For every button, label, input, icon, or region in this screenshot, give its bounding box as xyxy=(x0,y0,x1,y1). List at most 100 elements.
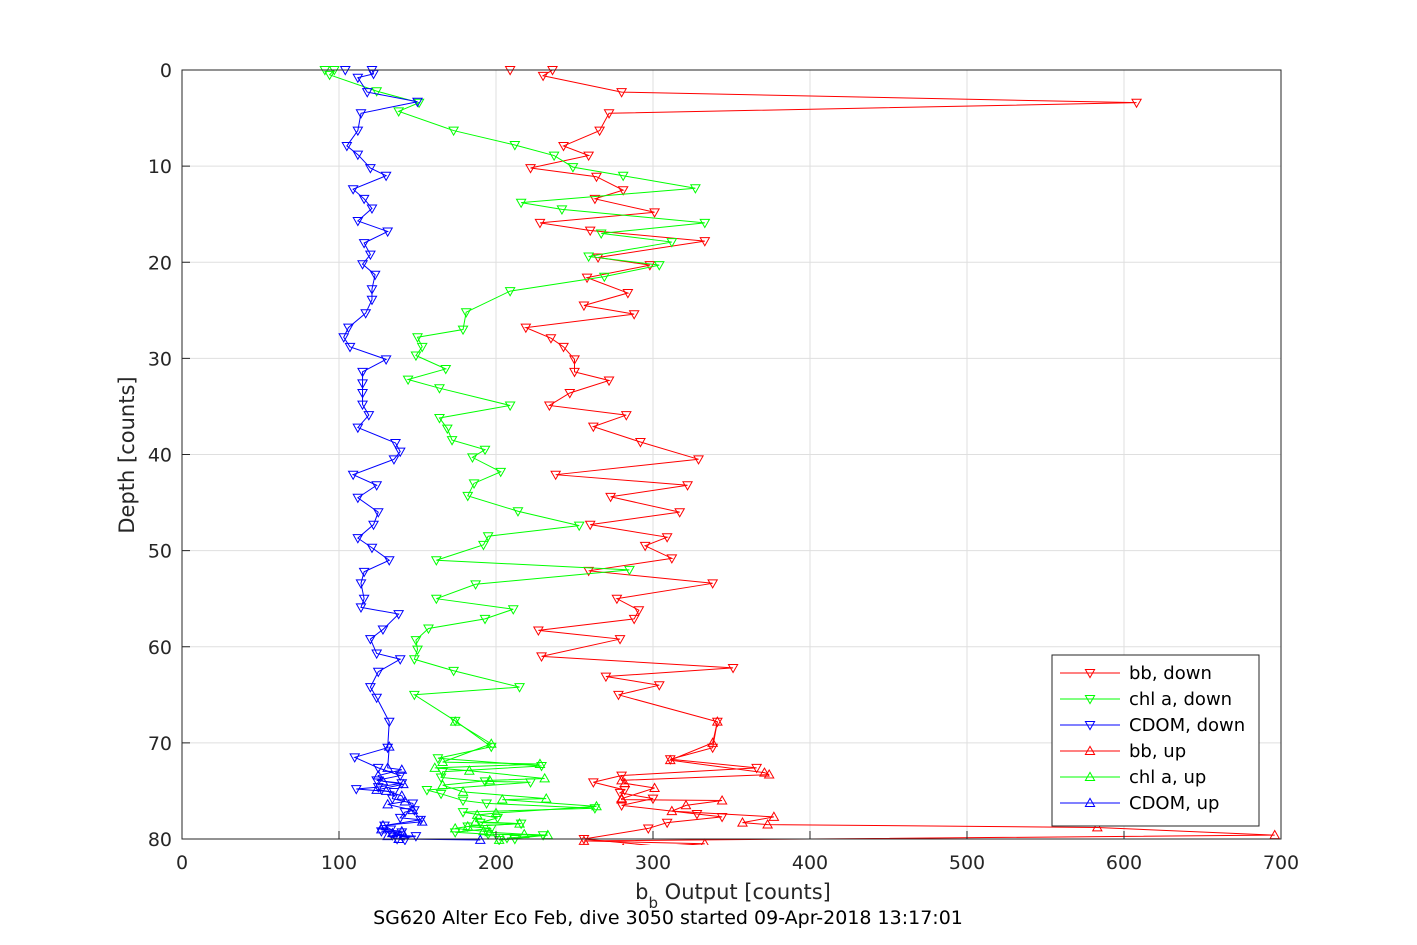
series-chl-a-up xyxy=(429,716,602,844)
data-point-bb-down xyxy=(751,763,763,774)
data-point-bb-down xyxy=(584,226,596,237)
data-point-bb-up xyxy=(759,767,770,777)
data-point-cdom-down xyxy=(394,655,406,665)
data-point-bb-down xyxy=(594,126,606,137)
data-point-cdom-down xyxy=(349,753,361,763)
data-point-cdom-down xyxy=(382,227,394,238)
data-point-chl-a-down xyxy=(477,540,489,551)
data-point-bb-down xyxy=(569,355,580,365)
x-tick-label: 400 xyxy=(792,852,828,874)
data-point-cdom-up xyxy=(397,778,409,789)
data-point-chl-a-down xyxy=(468,479,480,489)
data-point-cdom-down xyxy=(352,150,364,161)
data-point-bb-down xyxy=(569,367,580,378)
data-point-chl-a-down xyxy=(410,351,422,362)
data-point-cdom-down xyxy=(355,109,367,119)
legend-item-bb-up: bb, up xyxy=(1060,741,1186,762)
data-point-bb-down xyxy=(591,172,602,183)
data-point-chl-a-down xyxy=(493,836,505,845)
data-point-cdom-down xyxy=(347,470,359,481)
data-point-cdom-down xyxy=(364,635,376,645)
data-point-cdom-up xyxy=(399,795,411,806)
data-point-cdom-down xyxy=(366,204,378,215)
legend-label: chl a, up xyxy=(1129,767,1206,788)
data-point-chl-a-down xyxy=(371,87,383,97)
data-point-bb-down xyxy=(520,323,532,334)
data-point-cdom-down xyxy=(341,141,353,152)
data-point-cdom-down xyxy=(372,763,384,774)
data-point-chl-a-down xyxy=(514,683,526,693)
data-point-cdom-up xyxy=(380,785,392,795)
data-point-chl-a-down xyxy=(492,813,504,824)
data-point-chl-a-up xyxy=(471,809,483,819)
data-point-bb-down xyxy=(504,66,516,76)
data-point-chl-a-down xyxy=(328,66,340,76)
data-point-chl-a-up xyxy=(463,765,475,775)
data-point-bb-down xyxy=(674,508,686,518)
data-point-bb-up xyxy=(763,768,775,779)
legend-marker xyxy=(1084,771,1096,781)
data-point-chl-a-down xyxy=(423,624,434,635)
data-point-cdom-down xyxy=(393,610,405,620)
data-point-bb-up xyxy=(616,793,628,803)
legend-box xyxy=(1051,654,1260,827)
data-point-chl-a-up xyxy=(534,758,546,768)
data-point-chl-a-down xyxy=(495,467,507,478)
data-point-bb-down xyxy=(1131,98,1143,109)
data-point-cdom-down xyxy=(394,447,406,458)
x-tick-label: 500 xyxy=(949,852,985,874)
data-point-bb-down xyxy=(628,614,640,625)
data-point-chl-a-down xyxy=(598,272,610,283)
data-point-bb-down xyxy=(699,237,711,247)
data-point-cdom-up xyxy=(377,819,389,830)
data-point-cdom-down xyxy=(380,171,392,182)
data-point-cdom-down xyxy=(338,333,350,343)
data-point-bb-up xyxy=(1091,821,1103,832)
data-point-chl-a-up xyxy=(437,756,449,767)
data-point-cdom-down xyxy=(357,400,369,411)
data-point-chl-a-down xyxy=(446,436,458,446)
data-point-chl-a-down xyxy=(412,333,423,343)
data-point-chl-a-down xyxy=(653,261,665,271)
x-tick-label: 200 xyxy=(478,852,514,874)
data-point-bb-up xyxy=(768,811,780,821)
data-point-bb-down xyxy=(711,717,723,728)
data-point-cdom-down xyxy=(344,342,356,353)
x-axis-label-main: b xyxy=(635,880,648,904)
data-point-chl-a-down xyxy=(324,70,336,81)
data-point-cdom-down xyxy=(352,493,364,504)
legend-label: CDOM, up xyxy=(1129,793,1219,814)
data-point-bb-down xyxy=(611,594,623,605)
data-point-cdom-down xyxy=(371,693,383,704)
data-point-chl-a-up xyxy=(496,793,508,804)
data-point-chl-a-down xyxy=(430,594,442,605)
x-axis-label-rest: Output [counts] xyxy=(658,880,831,904)
legend-label: CDOM, down xyxy=(1129,715,1245,736)
caption: SG620 Alter Eco Feb, dive 3050 started 0… xyxy=(373,907,963,929)
data-point-cdom-down xyxy=(375,827,387,837)
data-point-chl-a-down xyxy=(457,325,469,336)
data-point-bb-down xyxy=(537,71,549,82)
data-point-bb-up xyxy=(675,869,684,877)
data-point-bb-down xyxy=(587,422,599,433)
data-point-chl-a-up xyxy=(484,774,496,785)
data-point-cdom-down xyxy=(352,73,364,84)
data-point-bb-down xyxy=(743,862,752,870)
data-point-bb-down xyxy=(536,652,547,662)
data-point-chl-a-up xyxy=(477,825,489,836)
x-axis-label: bb Output [counts] xyxy=(635,880,831,912)
data-point-chl-a-down xyxy=(509,835,521,845)
data-point-cdom-down xyxy=(357,260,369,270)
data-point-cdom-down xyxy=(369,270,381,281)
data-point-bb-down xyxy=(584,520,596,531)
data-point-chl-a-down xyxy=(393,107,405,117)
data-point-bb-down xyxy=(644,261,656,271)
data-point-bb-down xyxy=(616,771,628,782)
data-point-chl-a-down xyxy=(583,252,595,263)
data-point-chl-a-up xyxy=(457,786,469,796)
data-point-bb-down xyxy=(614,635,626,645)
data-point-cdom-up xyxy=(371,784,383,794)
data-point-chl-a-down xyxy=(408,655,420,665)
y-tick-label: 60 xyxy=(148,637,172,659)
